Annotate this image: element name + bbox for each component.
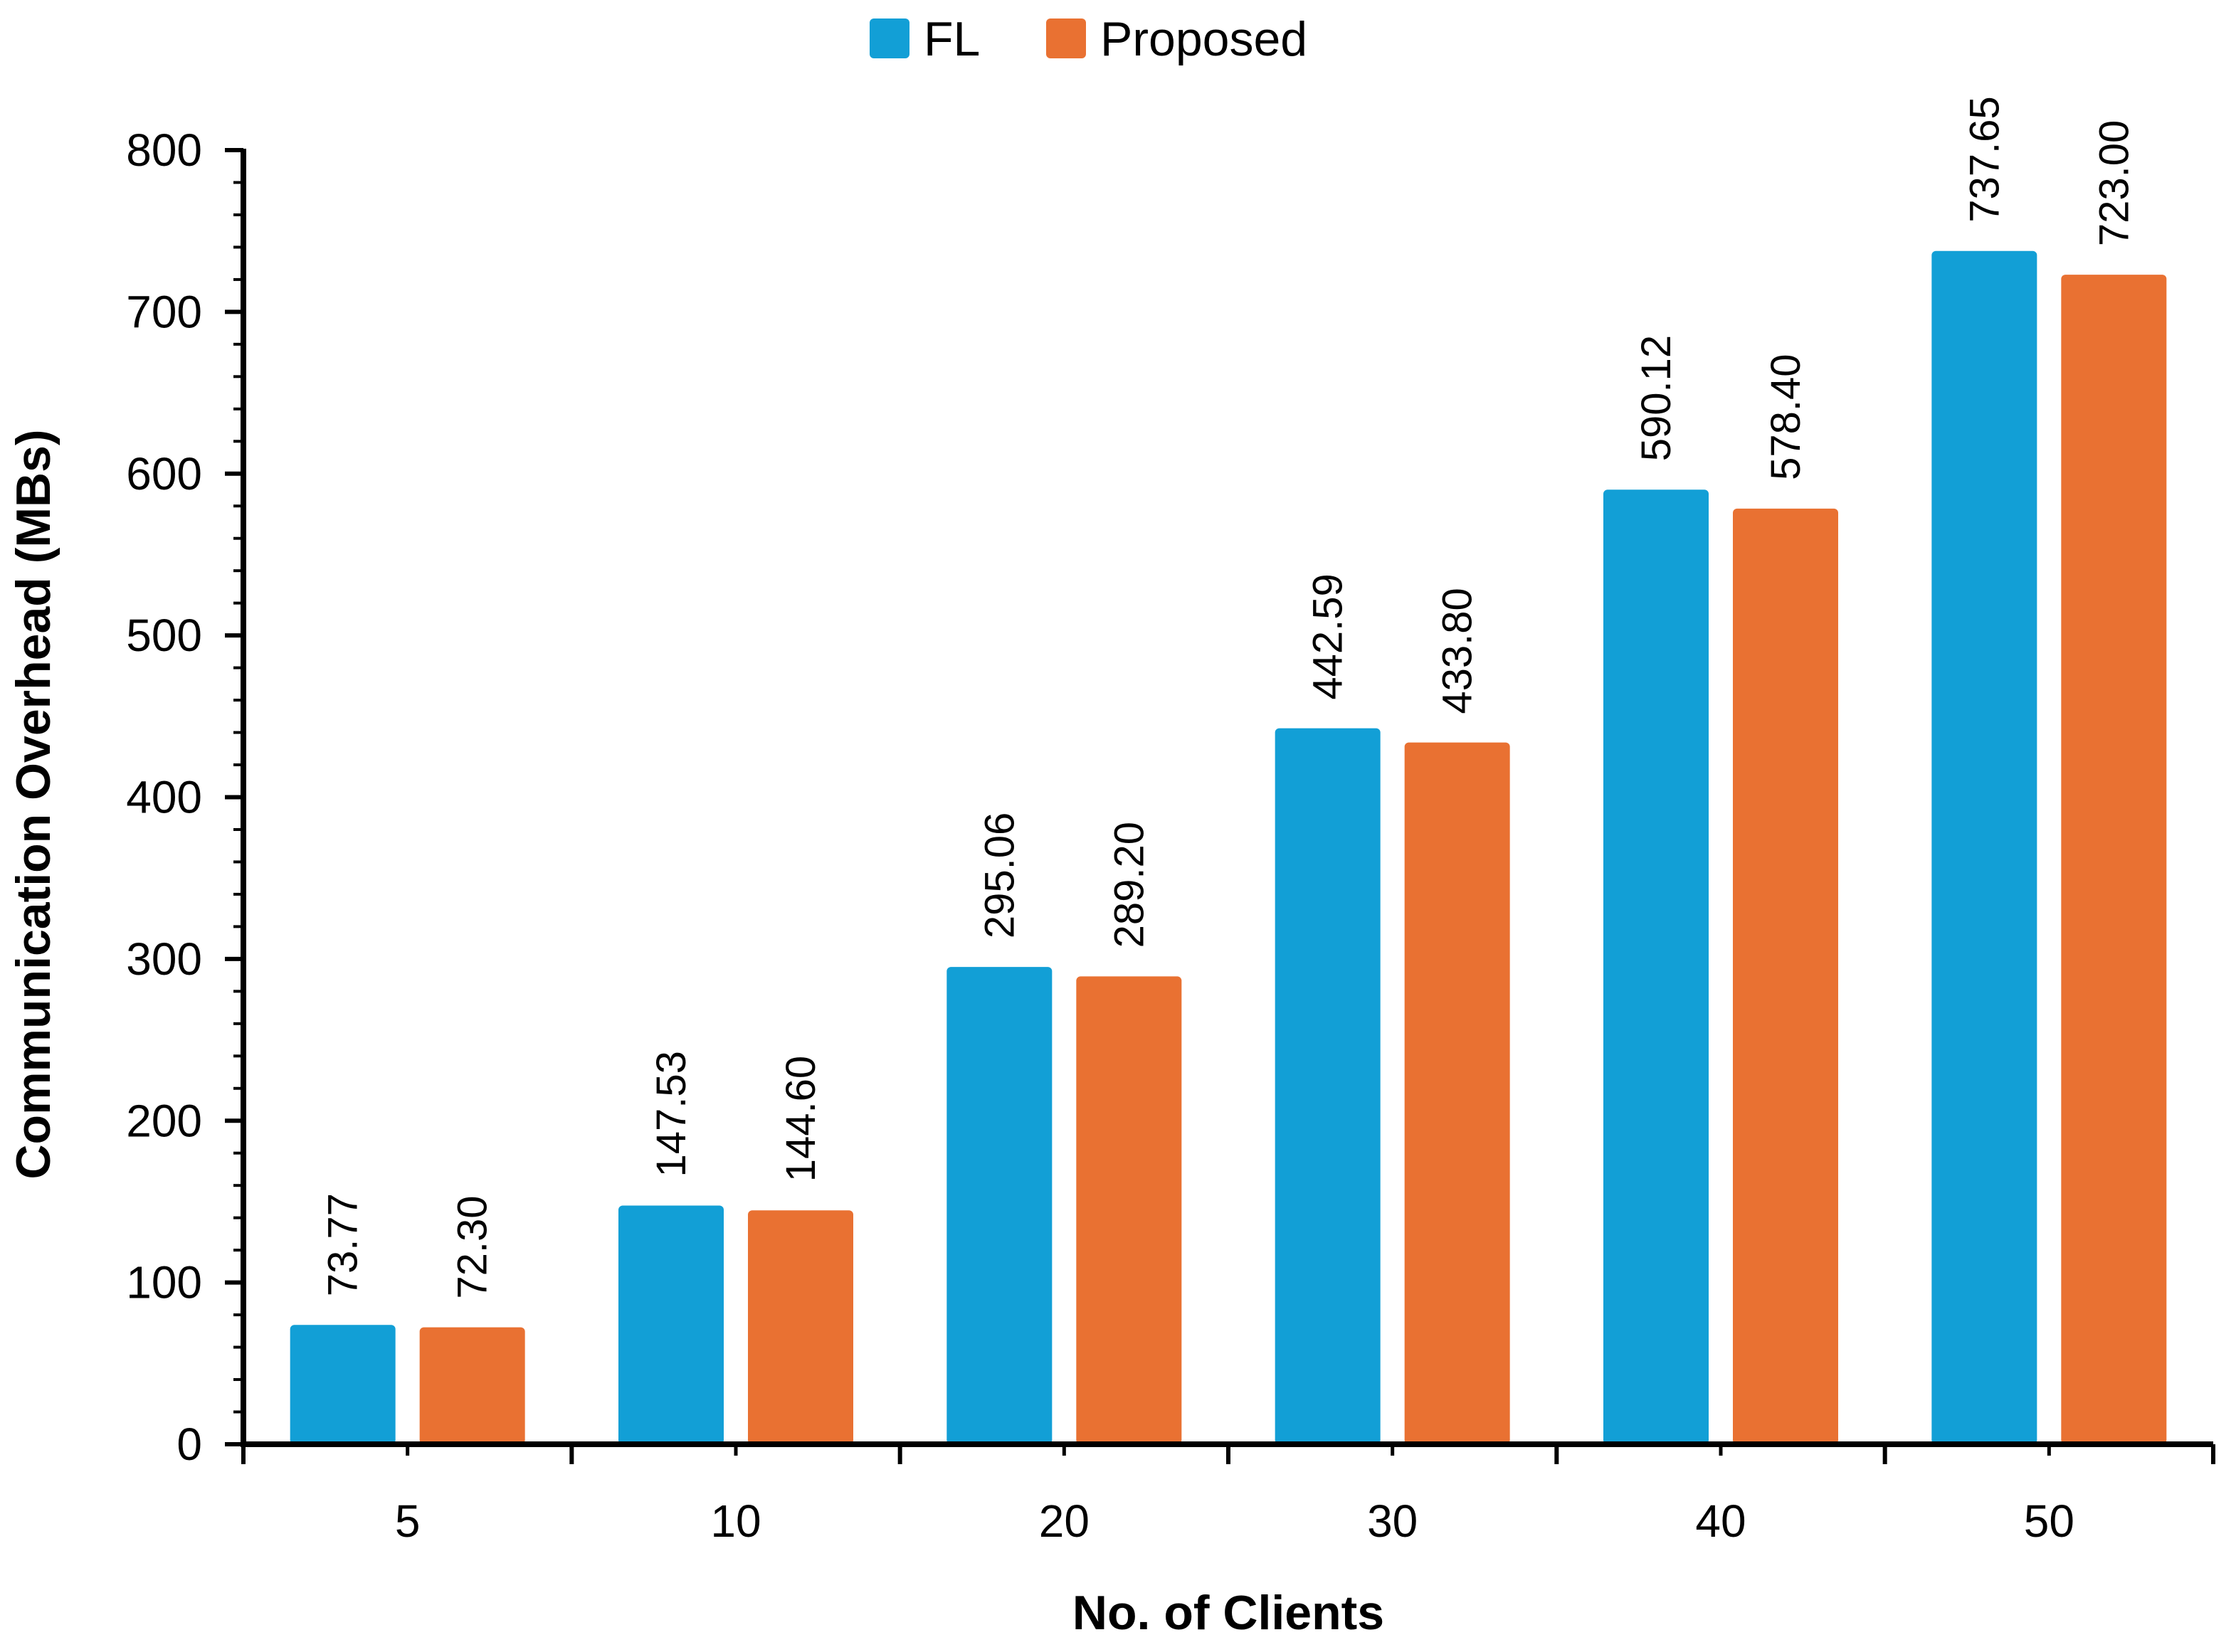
data-label-fl-20: 295.06 bbox=[976, 812, 1023, 938]
legend-label-proposed: Proposed bbox=[1100, 12, 1307, 66]
y-tick-label: 700 bbox=[126, 286, 202, 337]
data-label-fl-40: 590.12 bbox=[1633, 335, 1679, 461]
bar-fl-5 bbox=[290, 1325, 396, 1444]
bars bbox=[290, 250, 2167, 1445]
data-label-fl-5: 73.77 bbox=[320, 1193, 366, 1296]
bar-proposed-50 bbox=[2061, 275, 2167, 1444]
bar-proposed-10 bbox=[748, 1210, 853, 1444]
bar-fl-50 bbox=[1931, 250, 2037, 1444]
y-axis-title: Communication Overhead (MBs) bbox=[6, 429, 60, 1179]
x-tick-label: 40 bbox=[1695, 1495, 1746, 1547]
data-label-fl-10: 147.53 bbox=[648, 1051, 695, 1177]
bar-fl-30 bbox=[1275, 728, 1381, 1444]
data-label-fl-30: 442.59 bbox=[1305, 573, 1351, 699]
bar-fl-40 bbox=[1603, 489, 1709, 1445]
data-label-proposed-20: 289.20 bbox=[1106, 822, 1152, 948]
y-tick-label: 0 bbox=[176, 1419, 202, 1470]
legend-swatch-proposed bbox=[1046, 18, 1086, 58]
x-tick-label: 20 bbox=[1039, 1495, 1090, 1547]
bar-proposed-5 bbox=[419, 1327, 525, 1444]
bar-proposed-20 bbox=[1076, 976, 1182, 1444]
y-axis-ticks: 0 100 200 300 400 500 600 700 800 bbox=[126, 125, 243, 1470]
y-tick-label: 600 bbox=[126, 448, 202, 499]
data-label-proposed-5: 72.30 bbox=[450, 1195, 496, 1298]
y-tick-label: 200 bbox=[126, 1095, 202, 1146]
data-labels: 73.77 147.53 295.06 442.59 590.12 737.65 72.30… bbox=[320, 96, 2138, 1298]
x-tick-label: 30 bbox=[1367, 1495, 1418, 1547]
data-label-proposed-30: 433.80 bbox=[1435, 588, 1481, 714]
y-tick-label: 100 bbox=[126, 1257, 202, 1308]
x-axis-ticks: 5 10 20 30 40 50 bbox=[241, 1444, 2215, 1547]
bar-proposed-30 bbox=[1404, 742, 1510, 1444]
y-tick-label: 300 bbox=[126, 933, 202, 985]
legend-label-fl: FL bbox=[924, 12, 980, 66]
x-tick-label: 10 bbox=[710, 1495, 761, 1547]
data-label-proposed-50: 723.00 bbox=[2091, 120, 2137, 246]
legend-swatch-fl bbox=[870, 18, 909, 58]
data-label-fl-50: 737.65 bbox=[1961, 96, 2008, 222]
x-tick-label: 50 bbox=[2024, 1495, 2074, 1547]
data-label-proposed-10: 144.60 bbox=[778, 1056, 824, 1182]
x-tick-label: 5 bbox=[395, 1495, 421, 1547]
y-tick-label: 400 bbox=[126, 772, 202, 823]
y-tick-label: 500 bbox=[126, 610, 202, 661]
x-axis-title: No. of Clients bbox=[1072, 1586, 1384, 1640]
bar-fl-10 bbox=[618, 1205, 724, 1444]
bar-fl-20 bbox=[946, 967, 1053, 1444]
bar-proposed-40 bbox=[1733, 508, 1838, 1444]
y-tick-label: 800 bbox=[126, 125, 202, 176]
data-label-proposed-40: 578.40 bbox=[1763, 354, 1809, 480]
legend: FL Proposed bbox=[870, 12, 1307, 66]
